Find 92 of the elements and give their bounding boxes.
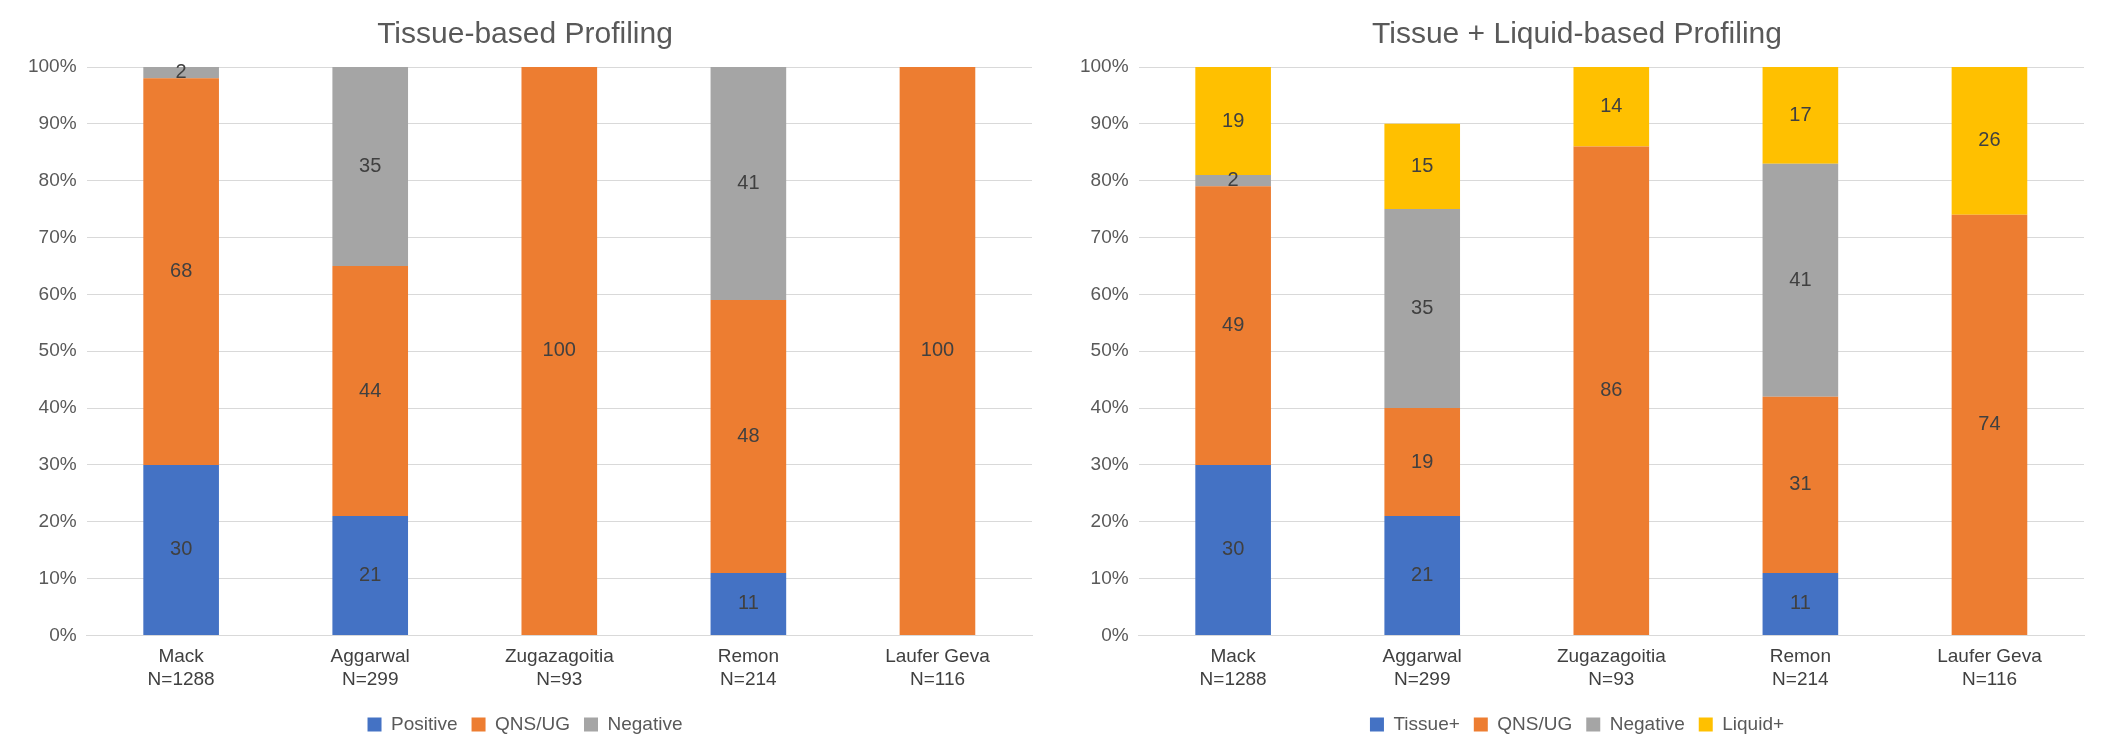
legend-label: Negative [1609,712,1685,734]
data-label: 2 [175,60,187,83]
data-label: 35 [1411,296,1434,319]
bar [710,67,787,301]
chart-title: Tissue-based Profiling [377,16,673,50]
y-tick-label: 30% [1090,453,1129,475]
data-label: 31 [1789,472,1812,495]
legend-label: Negative [607,712,683,734]
data-label: 2 [1227,168,1239,191]
data-label: 11 [738,591,759,614]
legend-label: QNS/UG [1497,712,1573,734]
legend-label: Liquid+ [1722,712,1785,734]
bar [1762,163,1839,397]
y-tick-label: 50% [1090,339,1129,361]
data-label: 14 [1600,94,1623,117]
y-tick-label: 20% [1090,509,1129,531]
data-label: 21 [1411,562,1434,585]
data-label: 41 [1789,267,1812,290]
y-tick-label: 80% [1090,168,1129,190]
y-tick-label: 90% [1090,112,1129,134]
y-tick-label: 80% [38,168,77,190]
bar [1573,67,1650,147]
x-tick-label: Remon N=214 [717,645,779,689]
y-tick-label: 60% [1090,282,1129,304]
data-label: 11 [1790,591,1811,614]
y-tick-label: 100% [1079,55,1129,77]
chart-title: Tissue + Liquid-based Profiling [1372,16,1782,50]
y-tick-label: 60% [38,282,77,304]
bar [1384,516,1461,635]
y-tick-label: 100% [27,55,77,77]
bar [1762,396,1839,573]
data-label: 26 [1978,128,2001,151]
bar [143,464,219,635]
bar [1384,408,1461,517]
y-tick-label: 70% [38,225,77,247]
y-tick-label: 50% [38,339,77,361]
legend-label: Positive [391,712,458,734]
bar [710,300,787,573]
bar [1951,214,2028,635]
bar [332,265,409,517]
data-label: 17 [1789,102,1812,125]
x-tick-label: Aggarwal N=299 [1382,645,1462,689]
bar [1762,67,1839,164]
data-label: 41 [737,171,760,194]
bar [710,572,787,635]
bar [1195,186,1271,465]
bar [1384,123,1461,210]
data-label: 49 [1222,313,1245,336]
bar [332,67,409,266]
bar [1762,572,1839,635]
x-tick-label: Laufer Geva N=116 [885,645,991,689]
data-label: 44 [359,378,382,401]
data-label: 74 [1978,412,2001,435]
bar [899,67,976,635]
data-label: 19 [1222,108,1245,131]
data-label: 100 [920,338,955,361]
x-tick-label: Mack N=1288 [1199,645,1267,689]
y-tick-label: 10% [1090,566,1129,588]
bar [1951,67,2028,215]
data-label: 35 [359,153,382,176]
bar [1573,146,1650,635]
data-label: 86 [1600,378,1623,401]
x-tick-label: Laufer Geva N=116 [1937,645,2043,689]
legend-label: Tissue+ [1393,712,1460,734]
bar [521,67,598,635]
data-label: 30 [170,537,193,560]
x-tick-label: Zugazagoitia N=93 [504,645,615,689]
bar [1384,209,1461,409]
bar [332,516,409,635]
data-label: 19 [1411,449,1434,472]
data-label: 100 [542,338,576,361]
y-tick-label: 0% [49,623,77,645]
y-tick-label: 90% [38,112,77,134]
y-tick-label: 20% [38,509,77,531]
x-tick-label: Mack N=1288 [147,645,215,689]
data-label: 68 [170,259,193,282]
y-tick-label: 10% [38,566,77,588]
y-tick-label: 40% [1090,396,1129,418]
data-label: 21 [359,562,382,585]
x-tick-label: Remon N=214 [1769,645,1831,689]
y-tick-label: 0% [1101,623,1129,645]
data-label: 15 [1411,153,1434,176]
y-tick-label: 30% [38,453,77,475]
bar [1195,464,1271,635]
bar [143,78,219,465]
y-tick-label: 70% [1090,225,1129,247]
x-tick-label: Aggarwal N=299 [330,645,410,689]
data-label: 30 [1222,537,1245,560]
x-tick-label: Zugazagoitia N=93 [1556,645,1667,689]
data-label: 48 [737,423,760,446]
legend-label: QNS/UG [495,712,570,734]
y-tick-label: 40% [38,396,77,418]
